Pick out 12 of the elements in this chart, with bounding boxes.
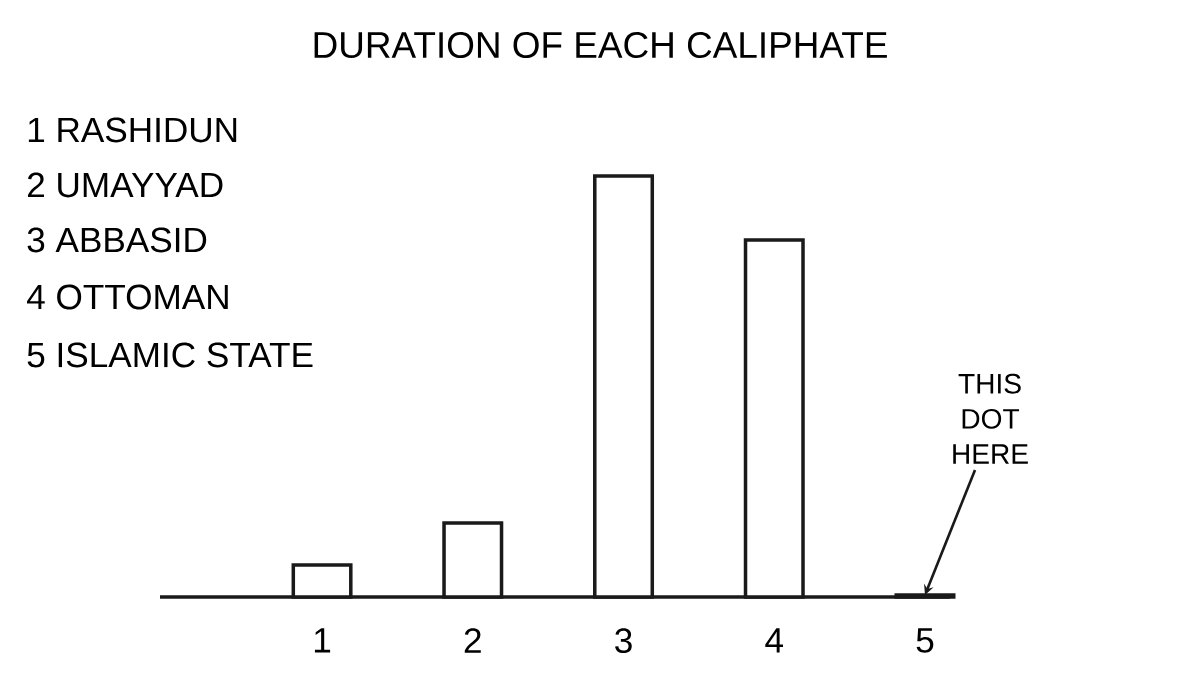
x-tick-label: 1 xyxy=(314,628,331,653)
annotation: 2 UMAYYAD xyxy=(27,172,223,198)
annotation: 4 OTTOMAN xyxy=(27,284,228,310)
text: 1 RASHIDUN xyxy=(28,117,237,143)
x-tick-label: 5 xyxy=(916,628,934,653)
x-tick-label: 3 xyxy=(615,628,632,654)
x-tick-label: 4 xyxy=(765,628,784,653)
chart-title: DURATION OF EACH CALIPHATE xyxy=(314,31,887,59)
annotation: 3 ABBASID xyxy=(27,227,207,253)
annotation: THIS DOT HERE xyxy=(953,373,1028,464)
annotation: 5 ISLAMIC STATE xyxy=(27,342,313,368)
x-tick-label: 2 xyxy=(464,628,481,653)
